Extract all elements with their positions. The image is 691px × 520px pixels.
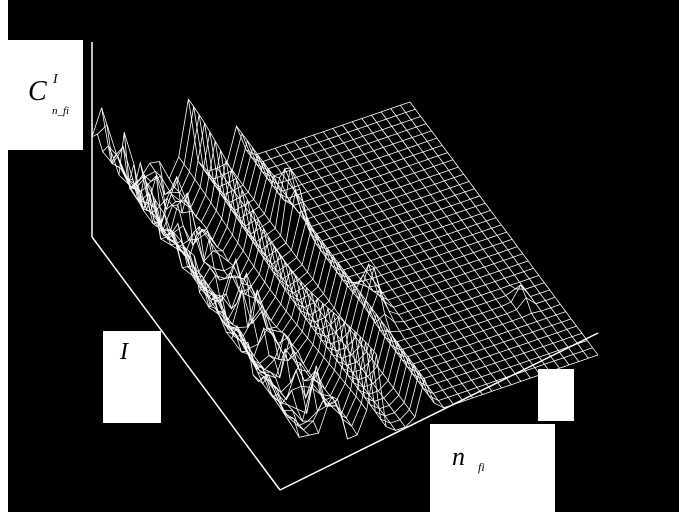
mesh-line-v-13 bbox=[161, 195, 480, 285]
wireframe-mesh bbox=[91, 98, 599, 440]
x-axis-label: n fi bbox=[430, 424, 555, 512]
z-axis-label: C I n_fi bbox=[8, 40, 83, 150]
mesh-line-v-23 bbox=[215, 267, 534, 358]
mesh-line-u-14 bbox=[226, 162, 416, 418]
mesh-line-u-26 bbox=[342, 124, 531, 379]
mesh-line-u-11 bbox=[197, 160, 387, 427]
z-axis-label-sup: I bbox=[53, 72, 58, 87]
mesh-line-v-3 bbox=[107, 122, 427, 211]
z-axis-label-sub: n_fi bbox=[52, 105, 70, 117]
x-axis-label-main: n bbox=[452, 442, 465, 471]
mesh-line-v-32 bbox=[263, 332, 583, 423]
mesh-line-v-31 bbox=[258, 325, 577, 414]
mesh-line-u-31 bbox=[390, 108, 580, 362]
mesh-line-v-30 bbox=[252, 318, 572, 404]
mesh-line-v-18 bbox=[188, 231, 507, 322]
mesh-line-v-10 bbox=[145, 166, 464, 263]
z-axis-label-main: C bbox=[28, 76, 47, 107]
mesh-line-u-20 bbox=[284, 144, 474, 399]
mesh-line-v-27 bbox=[236, 296, 556, 382]
mesh-line-u-30 bbox=[380, 111, 570, 366]
mesh-line-u-32 bbox=[400, 105, 589, 359]
blank-label-box bbox=[538, 369, 574, 421]
surface-plot bbox=[91, 42, 599, 491]
mesh-line-v-6 bbox=[123, 132, 443, 232]
mesh-line-v-11 bbox=[150, 181, 470, 263]
mesh-line-u-21 bbox=[294, 141, 483, 395]
mesh-line-v-26 bbox=[231, 284, 550, 379]
mesh-line-u-9 bbox=[178, 156, 368, 411]
mesh-line-u-22 bbox=[303, 138, 493, 392]
mesh-line-v-5 bbox=[118, 137, 438, 218]
mesh-line-v-20 bbox=[199, 246, 518, 330]
mesh-line-u-27 bbox=[351, 121, 541, 376]
mesh-line-u-10 bbox=[188, 98, 377, 355]
mesh-line-u-28 bbox=[361, 118, 551, 372]
y-axis-line bbox=[91, 236, 281, 491]
mesh-line-u-19 bbox=[274, 147, 464, 402]
mesh-line-v-22 bbox=[209, 260, 529, 349]
mesh-line-v-33 bbox=[269, 340, 588, 427]
mesh-line-v-16 bbox=[177, 217, 497, 299]
mesh-line-v-21 bbox=[204, 253, 523, 337]
mesh-line-v-34 bbox=[274, 347, 593, 431]
x-axis-label-sub: fi bbox=[478, 460, 485, 474]
mesh-line-v-7 bbox=[129, 152, 448, 241]
mesh-line-v-12 bbox=[156, 188, 475, 280]
mesh-line-u-33 bbox=[409, 101, 599, 356]
mesh-line-v-17 bbox=[182, 224, 502, 310]
mesh-line-v-9 bbox=[139, 162, 459, 249]
mesh-line-v-29 bbox=[247, 311, 566, 401]
y-axis-label: I bbox=[103, 331, 161, 423]
mesh-line-v-15 bbox=[172, 210, 491, 303]
x-axis-line bbox=[279, 332, 599, 491]
mesh-line-v-19 bbox=[193, 238, 513, 326]
mesh-line-v-0 bbox=[91, 99, 411, 189]
mesh-line-u-13 bbox=[216, 167, 406, 428]
mesh-line-u-25 bbox=[332, 128, 522, 382]
mesh-line-v-24 bbox=[220, 275, 540, 364]
mesh-line-v-8 bbox=[134, 159, 454, 246]
y-axis-label-main: I bbox=[120, 339, 128, 365]
axes-group bbox=[91, 42, 599, 491]
mesh-line-v-14 bbox=[166, 202, 486, 291]
mesh-line-v-1 bbox=[97, 106, 416, 196]
plot-frame: C I n_fi I n fi bbox=[8, 0, 679, 512]
mesh-line-u-29 bbox=[371, 114, 560, 369]
mesh-line-u-23 bbox=[313, 134, 502, 389]
mesh-line-u-24 bbox=[322, 131, 512, 385]
